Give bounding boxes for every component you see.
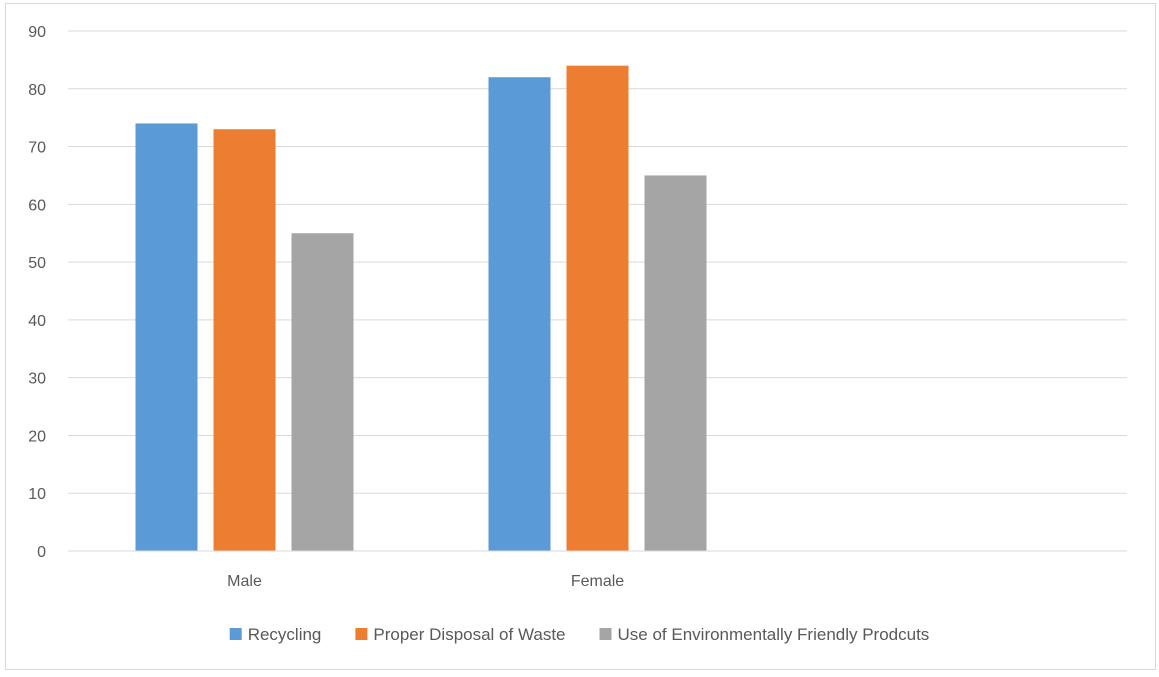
bar-use-of-environmentally-friendly-prodcuts-female (644, 175, 707, 551)
legend-label: Recycling (248, 625, 322, 644)
y-tick-label: 0 (37, 544, 46, 561)
legend-label: Proper Disposal of Waste (373, 625, 565, 644)
bar-recycling-male (135, 123, 198, 551)
x-axis-ticks: Male Female (227, 573, 624, 590)
y-tick-label: 70 (28, 140, 46, 157)
x-tick-label: Male (227, 573, 262, 590)
bars (135, 65, 707, 552)
legend-label: Use of Environmentally Friendly Prodcuts (618, 625, 930, 644)
y-tick-label: 40 (28, 313, 46, 330)
bar-proper-disposal-of-waste-male (213, 129, 276, 551)
y-axis-ticks: 0 10 20 30 40 50 60 70 80 90 (28, 24, 46, 561)
bar-proper-disposal-of-waste-female (566, 65, 629, 552)
x-tick-label: Female (571, 573, 624, 590)
y-tick-label: 90 (28, 24, 46, 41)
legend: Recycling Proper Disposal of Waste Use of … (229, 625, 930, 644)
legend-swatch (355, 628, 368, 640)
legend-swatch (229, 628, 242, 640)
y-tick-label: 80 (28, 82, 46, 99)
bar-use-of-environmentally-friendly-prodcuts-male (291, 233, 354, 551)
y-tick-label: 60 (28, 197, 46, 214)
y-tick-label: 10 (28, 486, 46, 503)
y-tick-label: 20 (28, 428, 46, 445)
legend-swatch (599, 628, 612, 640)
y-tick-label: 50 (28, 255, 46, 272)
y-tick-label: 30 (28, 371, 46, 388)
bar-recycling-female (488, 77, 551, 551)
